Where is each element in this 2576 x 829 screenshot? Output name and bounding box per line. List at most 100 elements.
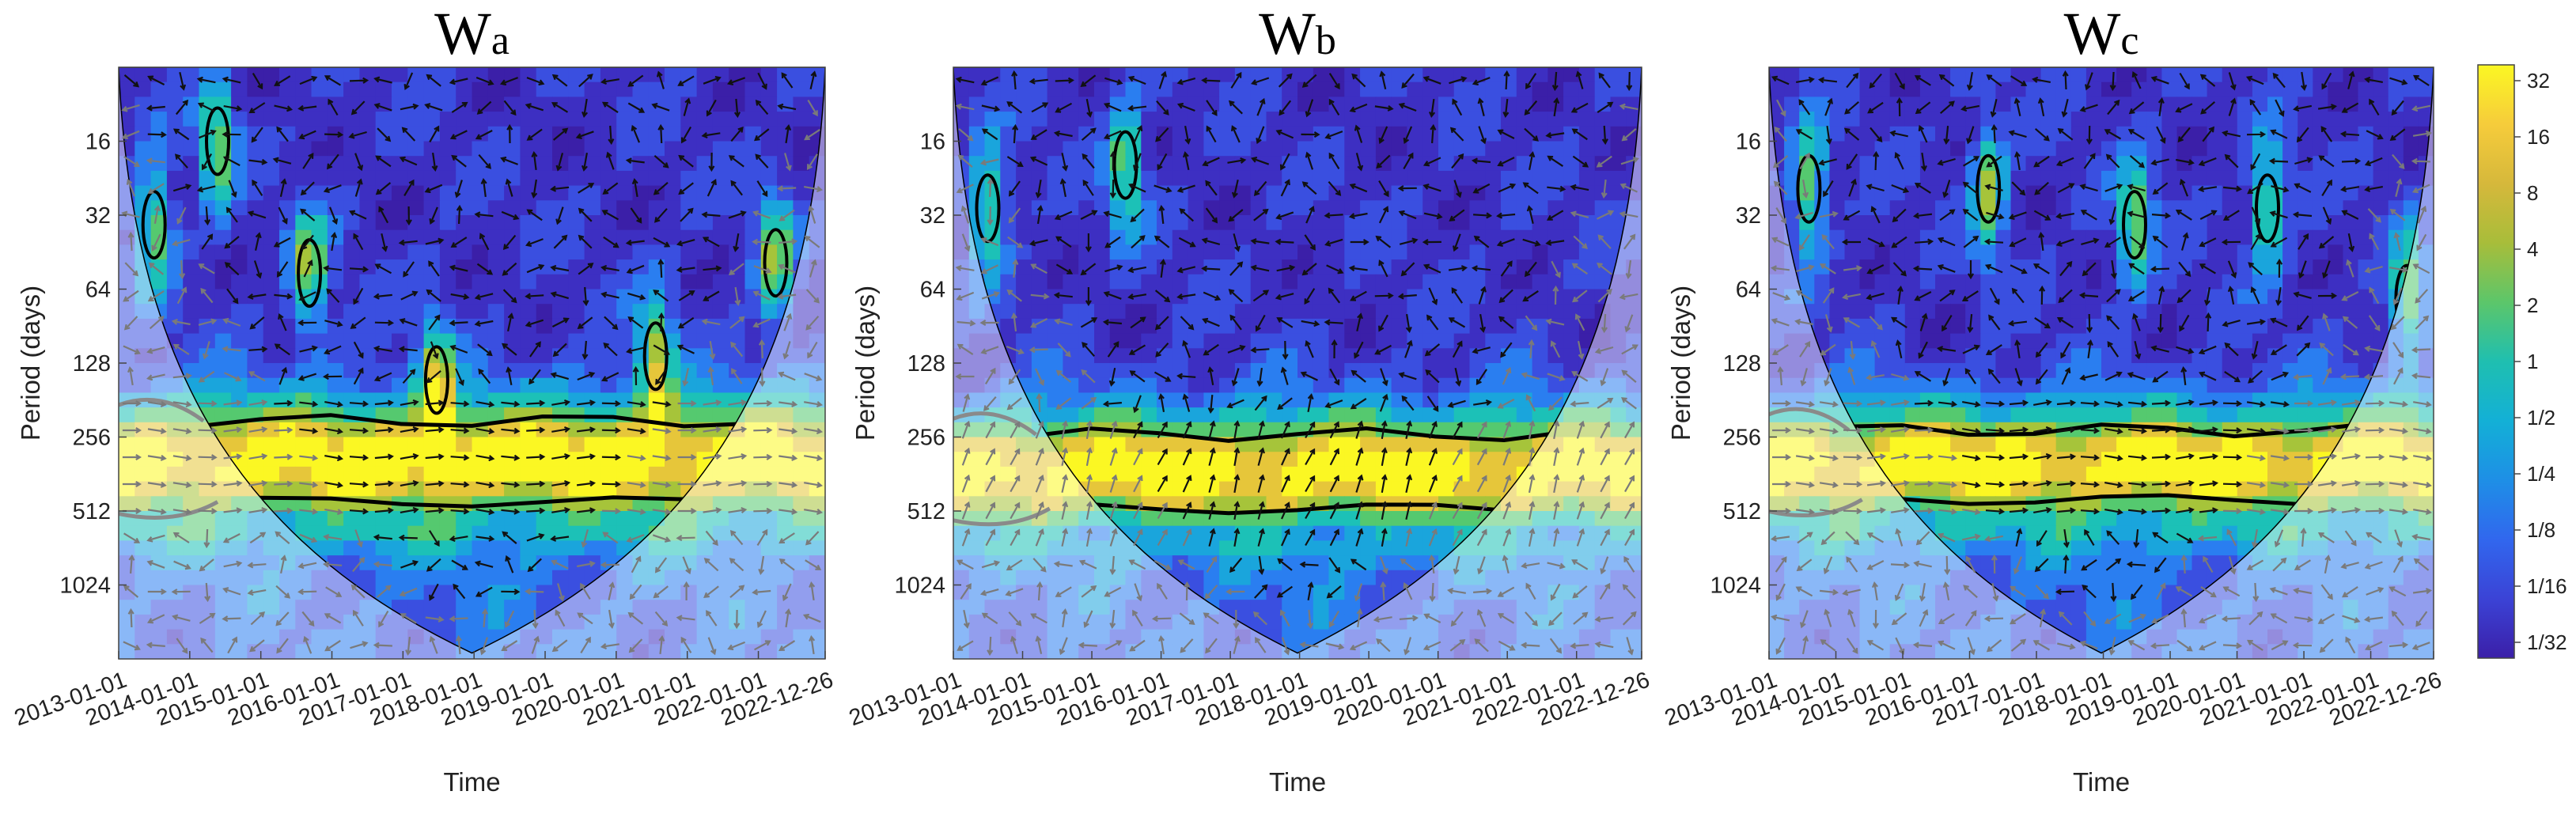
heatmap-cell [1063,171,1078,186]
heatmap-cell [392,334,408,349]
heatmap-cell [1438,274,1454,290]
heatmap-cell [1047,407,1063,422]
heatmap-cell [680,304,697,319]
heatmap-cell [536,156,553,171]
heatmap-cell [488,171,505,186]
heatmap-cell [1110,407,1126,422]
heatmap-cell [328,378,344,393]
heatmap-cell [2313,67,2328,82]
heatmap-cell [1579,112,1595,127]
heatmap-cell [1313,142,1329,157]
heatmap-cell [1485,142,1501,157]
heatmap-cell [440,112,456,127]
heatmap-cell [1313,274,1329,290]
heatmap-cell [1188,274,1204,290]
heatmap-cell [520,392,536,407]
heatmap-cell [680,244,697,259]
heatmap-cell [1110,363,1126,378]
heatmap-cell [568,259,585,274]
heatmap-cell [1047,304,1063,319]
heatmap-cell [1422,142,1438,157]
heatmap-cell [2101,97,2117,112]
heatmap-cell [2328,82,2343,97]
heatmap-cell [359,112,376,127]
heatmap-cell [1376,407,1392,422]
heatmap-cell [1188,407,1204,422]
heatmap-cell [633,467,650,482]
heatmap-cell [1219,244,1235,259]
heatmap-cell [392,363,408,378]
heatmap-cell [1547,304,1563,319]
heatmap-cell [649,112,665,127]
heatmap-cell [472,467,489,482]
heatmap-cell [1047,142,1063,157]
heatmap-cell [568,215,585,230]
heatmap-cell [359,452,376,467]
heatmap-cell [520,171,536,186]
heatmap-cell [167,304,184,319]
heatmap-cell [1407,290,1422,305]
heatmap-cell [1094,142,1110,157]
heatmap-cell [440,127,456,142]
heatmap-cell [1454,304,1470,319]
heatmap-cell [1267,407,1282,422]
heatmap-cell [456,304,472,319]
heatmap-cell [1110,274,1126,290]
heatmap-cell [376,244,392,259]
heatmap-cell [793,67,809,82]
heatmap-cell [1329,348,1345,363]
heatmap-cell [1501,215,1517,230]
heatmap-cell [456,274,472,290]
heatmap-cell [536,570,553,585]
heatmap-cell [359,142,376,157]
heatmap-cell [279,437,296,452]
heatmap-cell [1360,348,1376,363]
heatmap-cell [1438,363,1454,378]
heatmap-cell [1965,97,1981,112]
heatmap-cell [295,392,312,407]
heatmap-cell [1905,82,1921,97]
heatmap-cell [2252,82,2268,97]
x-axis-label: Time [443,767,500,797]
heatmap-cell [1517,407,1532,422]
heatmap-cell [1141,407,1157,422]
heatmap-cell [312,200,328,215]
heatmap-cell [247,142,263,157]
heatmap-cell [1141,200,1157,215]
heatmap-cell [1157,392,1172,407]
heatmap-cell [1219,482,1235,497]
heatmap-cell [1875,82,1891,97]
heatmap-cell [1829,82,1845,97]
heatmap-cell [1438,526,1454,541]
heatmap-cell [1344,437,1360,452]
heatmap-cell [1485,348,1501,363]
heatmap-cell [520,244,536,259]
heatmap-cell [1094,407,1110,422]
heatmap-cell [985,274,1001,290]
heatmap-cell [1282,540,1297,555]
heatmap-cell [376,82,392,97]
heatmap-cell [2222,82,2238,97]
heatmap-cell [472,585,489,600]
heatmap-cell [1251,570,1267,585]
heatmap-cell [456,615,472,630]
heatmap-cell [488,186,505,201]
heatmap-cell [1313,200,1329,215]
heatmap-cell [1219,526,1235,541]
heatmap-cell [328,97,344,112]
heatmap-cell [392,142,408,157]
heatmap-cell [1360,67,1376,82]
heatmap-cell [616,142,633,157]
heatmap-cell [793,171,809,186]
heatmap-cell [616,467,633,482]
heatmap-cell [568,570,585,585]
heatmap-cell [247,304,263,319]
heatmap-cell [1485,363,1501,378]
heatmap-cell [1047,186,1063,201]
heatmap-cell [183,82,199,97]
heatmap-cell [649,244,665,259]
heatmap-cell [151,112,168,127]
heatmap-cell [1297,186,1313,201]
heatmap-cell [456,600,472,615]
heatmap-cell [1407,142,1422,157]
